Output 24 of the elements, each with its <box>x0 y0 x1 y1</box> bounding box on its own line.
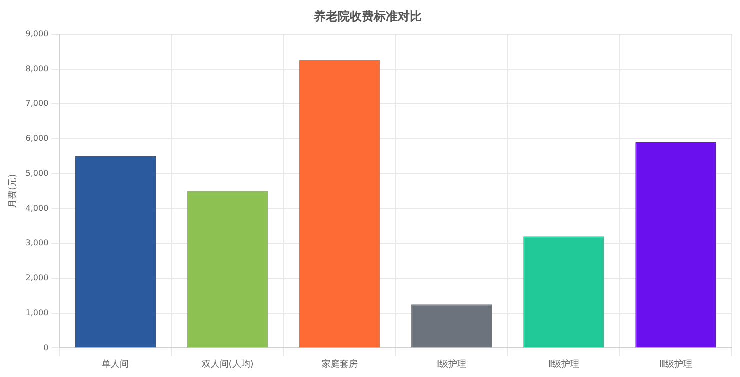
y-tick-label: 5,000 <box>26 168 49 178</box>
bar <box>299 60 380 348</box>
y-tick-label: 3,000 <box>26 238 49 248</box>
bar <box>187 191 268 348</box>
bar <box>636 142 716 348</box>
y-tick-label: 9,000 <box>26 29 49 38</box>
y-tick-label: 6,000 <box>26 134 49 144</box>
x-tick-label: 家庭套房 <box>322 358 358 370</box>
x-tick-label: Ⅲ级护理 <box>659 358 693 370</box>
bar <box>524 236 604 348</box>
x-tick-label: 单人间 <box>102 358 130 370</box>
y-axis-title: 月费(元) <box>8 174 19 208</box>
y-tick-label: 7,000 <box>26 99 49 108</box>
bar <box>75 156 156 348</box>
y-tick-label: 2,000 <box>26 274 49 283</box>
chart-title: 养老院收费标准对比 <box>313 9 422 24</box>
y-tick-label: 0 <box>44 343 49 352</box>
x-tick-label: 双人间(人均) <box>202 358 254 370</box>
y-tick-label: 1,000 <box>26 308 49 318</box>
bar <box>412 304 492 348</box>
y-tick-label: 8,000 <box>26 64 49 74</box>
x-tick-label: Ⅱ级护理 <box>548 358 580 370</box>
y-tick-label: 4,000 <box>26 204 49 213</box>
x-tick-label: Ⅰ级护理 <box>437 358 467 370</box>
